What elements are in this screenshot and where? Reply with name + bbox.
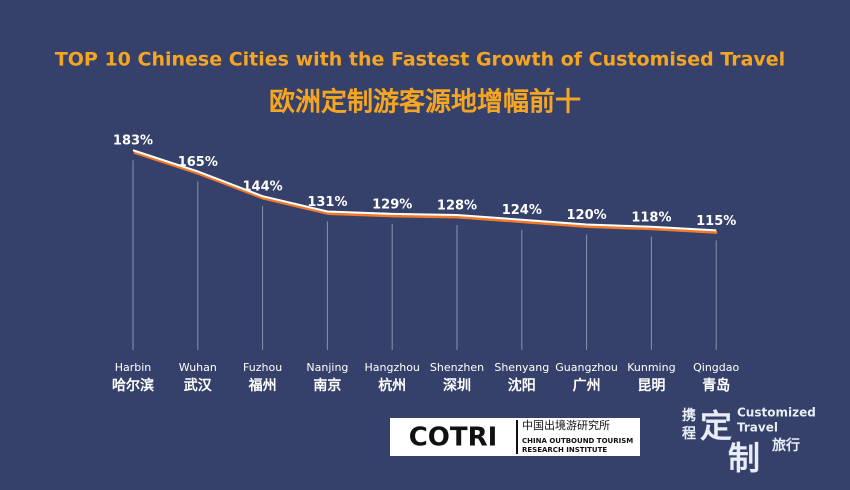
x-tick-label-zh: 南京	[313, 377, 341, 394]
logo-text: 中国出境游研究所	[522, 418, 610, 432]
x-tick-label-zh: 武汉	[184, 377, 213, 394]
value-label: 120%	[567, 208, 607, 223]
x-tick-label: Wuhan	[179, 361, 217, 374]
logo-text: CHINA OUTBOUND TOURISM	[522, 437, 633, 445]
value-label: 131%	[307, 195, 347, 210]
logo-text: RESEARCH INSTITUTE	[522, 446, 607, 454]
x-tick-label-zh: 沈阳	[508, 377, 536, 394]
x-tick-label-zh: 福州	[248, 377, 277, 394]
x-tick-label: Nanjing	[306, 361, 348, 374]
value-label: 129%	[372, 197, 412, 212]
x-tick-label-zh: 深圳	[443, 377, 471, 394]
logo-divider	[516, 420, 518, 454]
logo-mark: COTRI	[409, 423, 498, 453]
x-tick-label: Qingdao	[693, 361, 739, 374]
x-tick-label-zh: 广州	[573, 377, 601, 394]
value-label: 144%	[243, 180, 283, 195]
x-tick-label: Kunming	[627, 361, 675, 374]
x-tick-label: Hangzhou	[364, 361, 419, 374]
chart-title: TOP 10 Chinese Cities with the Fastest G…	[55, 49, 785, 71]
line	[132, 149, 717, 232]
x-tick-label-zh: 青岛	[702, 377, 730, 394]
logo-text: 定	[700, 407, 732, 445]
value-label: 183%	[113, 134, 153, 149]
ctrip-logo: 携 程 定 制 旅行 Customized Travel	[682, 406, 816, 478]
value-label: 118%	[631, 210, 671, 225]
x-tick-label-zh: 杭州	[378, 377, 406, 394]
logo-text: Customized	[737, 406, 816, 420]
x-tick-label: Fuzhou	[243, 361, 282, 374]
logo-text: 旅行	[772, 437, 800, 454]
x-tick-label: Guangzhou	[555, 361, 618, 374]
logo-text: 携	[682, 407, 696, 424]
value-label: 124%	[502, 203, 542, 218]
x-tick-label: Shenzhen	[430, 361, 484, 374]
logo-text: 制	[728, 439, 760, 477]
x-tick-label: Harbin	[115, 361, 152, 374]
x-tick-label-zh: 哈尔滨	[112, 377, 154, 394]
x-tick-label: Shenyang	[494, 361, 549, 374]
logo-text: Travel	[737, 421, 778, 435]
line-shadow	[133, 150, 718, 234]
value-label: 128%	[437, 199, 477, 214]
logo-text: 程	[682, 426, 696, 442]
x-tick-label-zh: 昆明	[637, 378, 665, 394]
value-label: 165%	[178, 155, 218, 170]
value-label: 115%	[696, 214, 736, 229]
chart-subtitle: 欧洲定制游客源地增幅前十	[269, 87, 581, 118]
cotri-logo: COTRI 中国出境游研究所 CHINA OUTBOUND TOURISM RE…	[390, 418, 640, 456]
logo-box	[390, 418, 640, 456]
